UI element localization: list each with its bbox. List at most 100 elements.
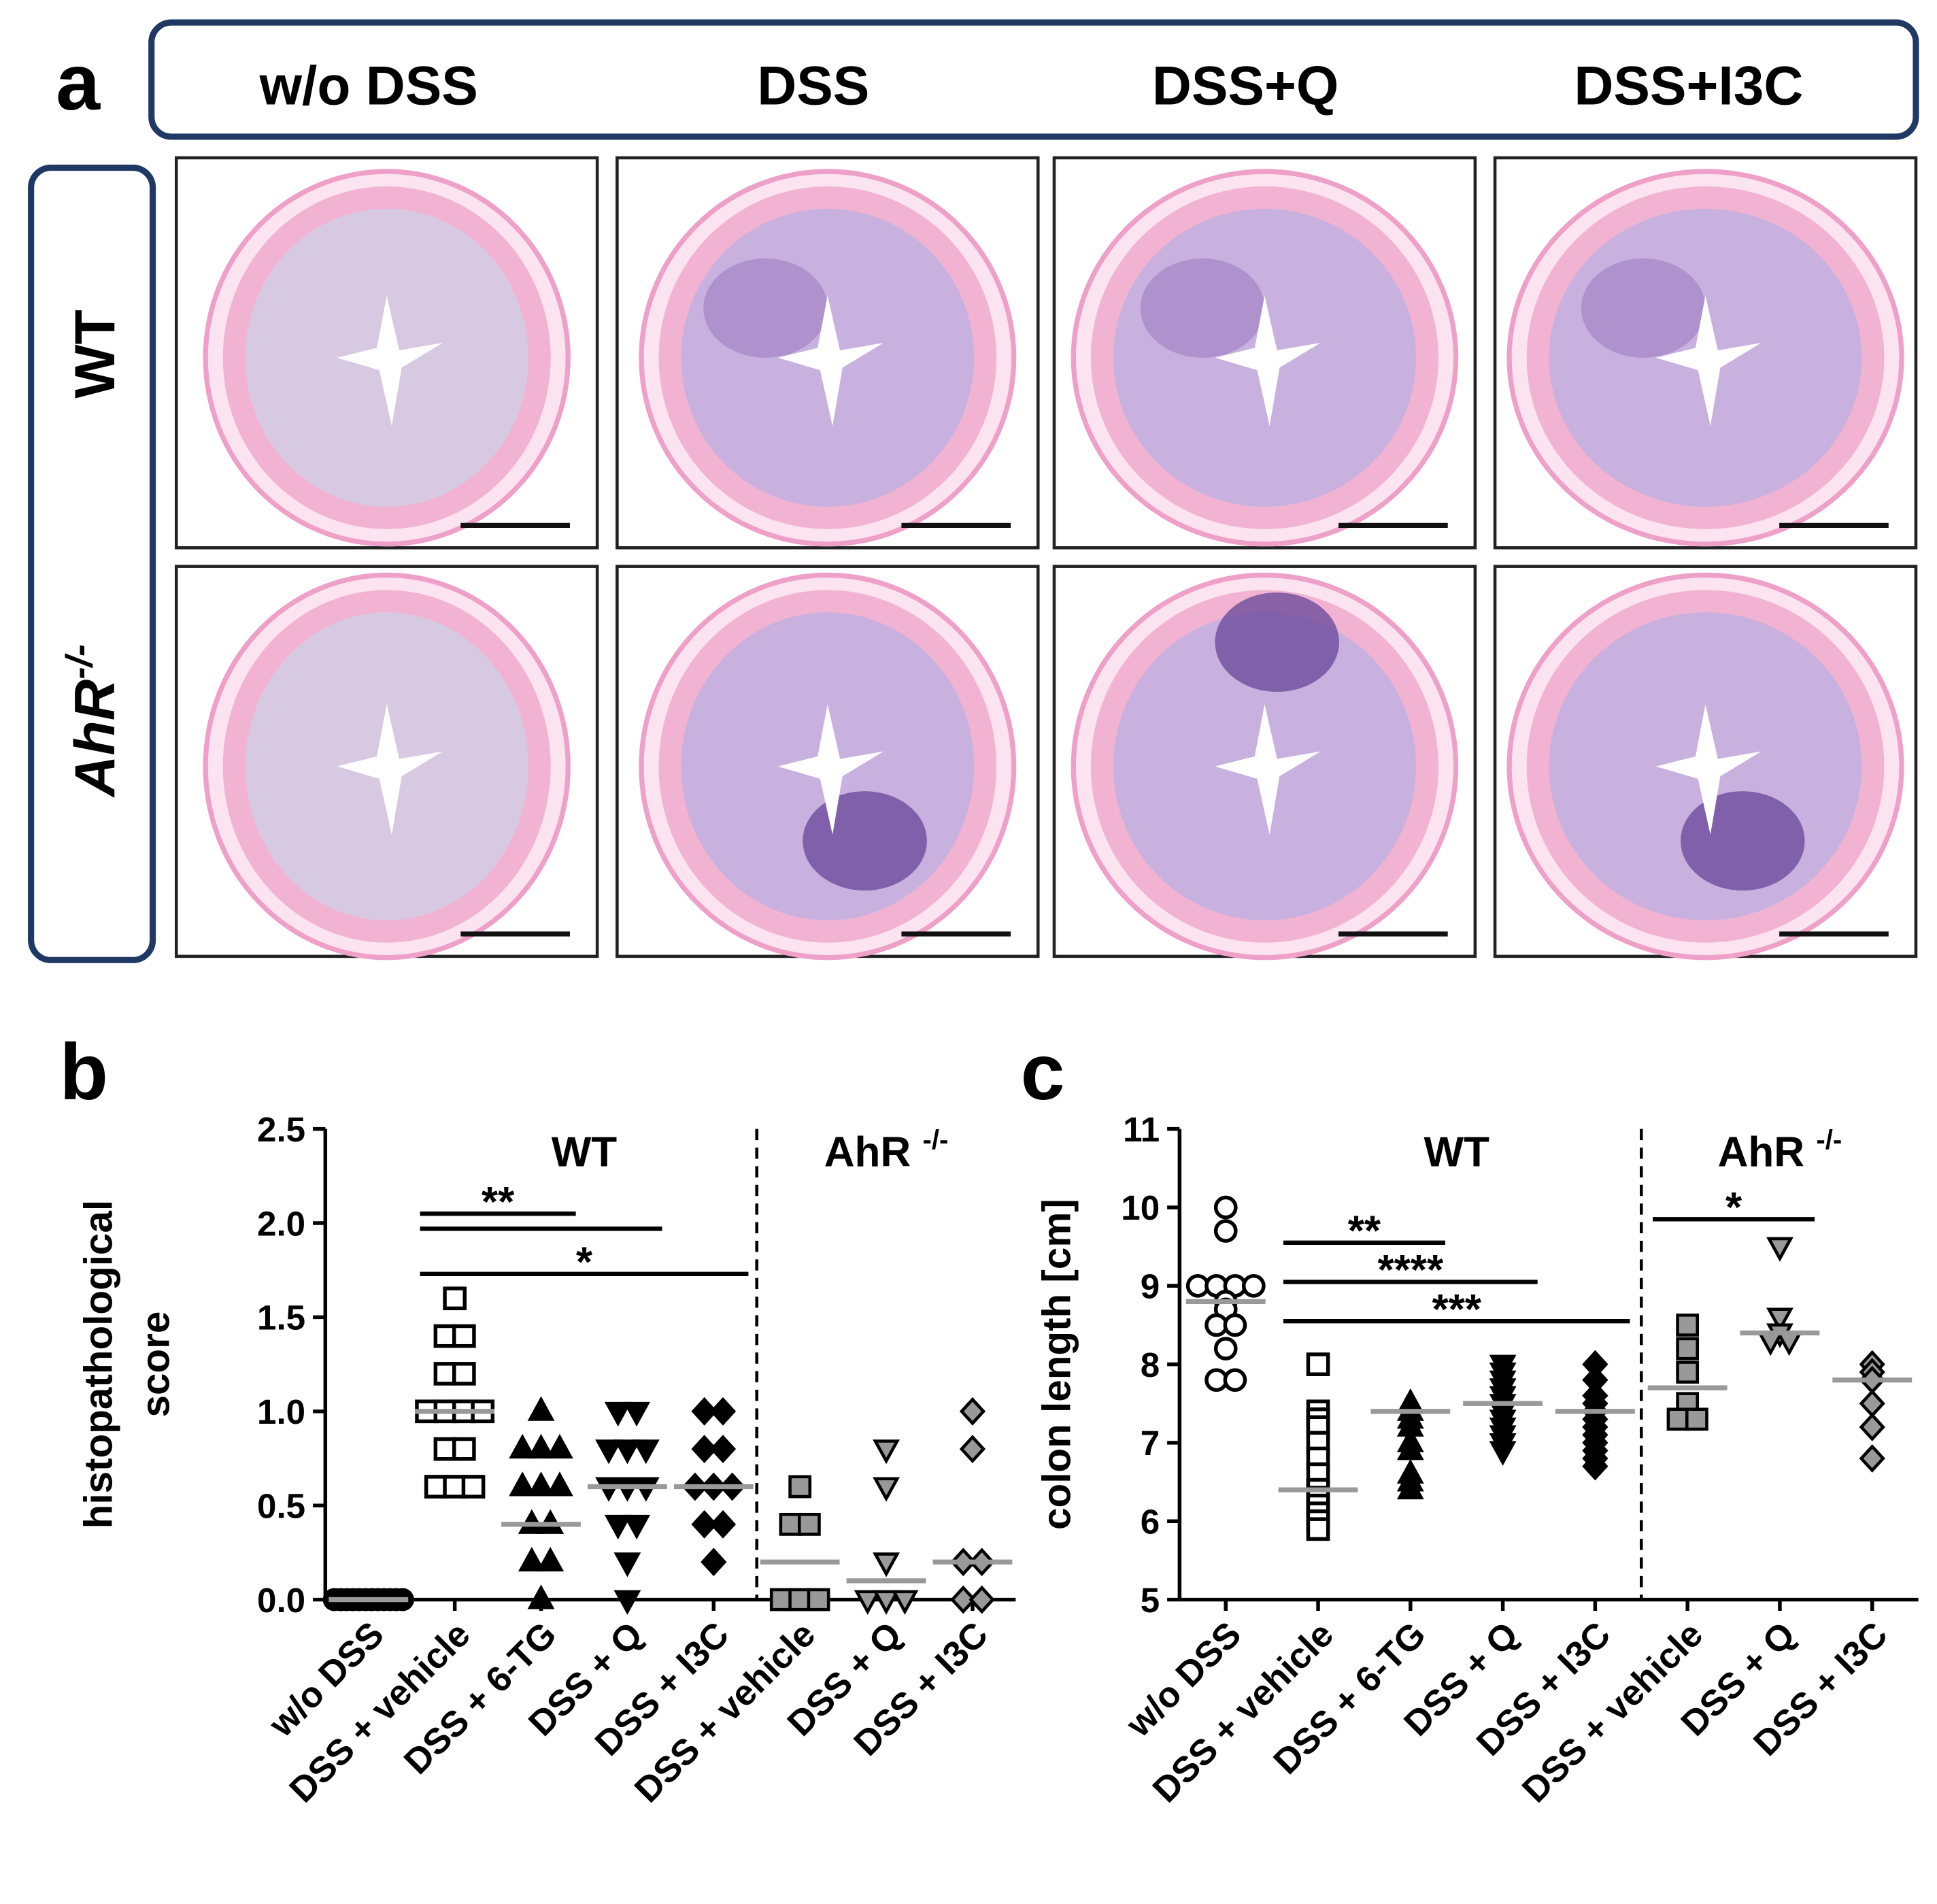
data-point — [527, 1584, 555, 1609]
data-point — [873, 1439, 900, 1465]
dense-patch — [1681, 791, 1805, 891]
data-point — [968, 1585, 995, 1614]
data-point — [1213, 1337, 1238, 1360]
data-point — [452, 1362, 476, 1386]
y-axis-label-line: colon length [cm] — [1035, 1199, 1079, 1530]
data-point — [452, 1324, 476, 1348]
data-point — [527, 1433, 555, 1459]
histology-image — [616, 156, 1040, 550]
data-point — [545, 1471, 573, 1497]
data-point — [1213, 1195, 1238, 1220]
panel-letter: a — [56, 37, 101, 127]
data-point — [443, 1286, 467, 1311]
data-point — [1582, 1452, 1608, 1481]
data-point — [1223, 1368, 1247, 1392]
data-point — [595, 1439, 622, 1465]
data-point — [1489, 1441, 1517, 1466]
data-point — [709, 1397, 737, 1426]
data-point — [452, 1437, 476, 1461]
y-tick-label: 2.5 — [257, 1110, 305, 1149]
data-point — [604, 1514, 632, 1540]
data-point — [701, 1548, 727, 1577]
data-point — [433, 1324, 458, 1348]
significance-label: * — [1725, 1184, 1742, 1231]
dense-patch — [1215, 592, 1339, 692]
data-point — [691, 1509, 718, 1539]
row-label: WT — [63, 310, 127, 399]
data-point — [537, 1546, 565, 1572]
data-point — [1766, 1307, 1793, 1333]
y-tick-label: 8 — [1141, 1346, 1160, 1384]
significance-label: * — [576, 1239, 593, 1286]
data-point — [959, 1435, 986, 1464]
column-label: w/o DSS — [259, 56, 478, 117]
y-tick-label: 1.5 — [257, 1299, 305, 1337]
lumen — [777, 295, 883, 427]
group-label: WT — [1424, 1129, 1489, 1175]
group-label-text: WT — [552, 1129, 618, 1175]
y-tick-label: 1.0 — [257, 1392, 305, 1431]
data-point — [527, 1396, 555, 1421]
data-point — [709, 1435, 737, 1464]
data-point — [1766, 1237, 1793, 1262]
data-point — [807, 1588, 830, 1611]
data-point — [623, 1401, 651, 1427]
data-point — [1859, 1412, 1885, 1441]
histology-image — [1052, 565, 1477, 961]
lumen — [1655, 295, 1762, 427]
data-point — [854, 1590, 881, 1615]
data-point — [613, 1439, 641, 1465]
y-tick-label: 11 — [1123, 1110, 1160, 1149]
histology-image — [1052, 156, 1477, 550]
y-tick-label: 7 — [1141, 1424, 1160, 1463]
dot-plot: b 0.0 0.5 1.0 1.5 2.0 2.5 histopathological scor… — [60, 1027, 1016, 1810]
data-point — [632, 1439, 660, 1465]
dense-patch — [1140, 258, 1265, 358]
y-axis-label: colon length [cm] — [1035, 1199, 1079, 1530]
data-point — [873, 1477, 900, 1502]
data-point — [623, 1514, 651, 1540]
significance-label: *** — [1432, 1286, 1481, 1333]
data-point — [1859, 1389, 1885, 1418]
data-point — [518, 1546, 545, 1572]
group-label: WT — [552, 1129, 618, 1175]
y-tick-label: 6 — [1141, 1503, 1160, 1541]
histology-image — [1493, 156, 1918, 550]
data-point — [1676, 1360, 1700, 1384]
data-point — [788, 1588, 812, 1611]
y-tick-label: 0.0 — [257, 1581, 305, 1620]
group-label-text: AhR — [1718, 1129, 1817, 1175]
dense-patch — [703, 258, 828, 358]
group-label: AhR -/- — [824, 1124, 949, 1176]
histology-image — [616, 565, 1040, 961]
data-point — [1676, 1314, 1700, 1337]
row-label: AhR-/- — [58, 644, 127, 798]
data-point — [788, 1475, 812, 1499]
column-label: DSS+Q — [1152, 56, 1339, 117]
y-axis-label: histopathological score — [76, 1200, 178, 1529]
row-header-box — [28, 165, 156, 963]
lumen — [337, 295, 443, 427]
data-point — [769, 1588, 793, 1611]
data-point — [461, 1475, 486, 1499]
lumen — [1655, 704, 1762, 835]
data-point — [1396, 1474, 1424, 1500]
data-point — [1666, 1407, 1690, 1431]
histology-image — [1493, 565, 1918, 961]
dense-patch — [803, 791, 927, 891]
data-point — [891, 1590, 919, 1615]
data-point — [1676, 1337, 1700, 1360]
data-point — [959, 1397, 986, 1426]
charts: b 0.0 0.5 1.0 1.5 2.0 2.5 histopathological scor… — [60, 1027, 1919, 1810]
data-point — [1396, 1435, 1424, 1460]
group-label: AhR -/- — [1718, 1124, 1842, 1176]
data-point — [1859, 1444, 1885, 1473]
group-label-sup: -/- — [1816, 1124, 1842, 1155]
data-point — [527, 1471, 555, 1497]
data-point — [613, 1552, 641, 1577]
y-axis-label-line: histopathological — [76, 1200, 120, 1529]
lumen — [1215, 295, 1321, 427]
histology-image — [174, 565, 599, 961]
